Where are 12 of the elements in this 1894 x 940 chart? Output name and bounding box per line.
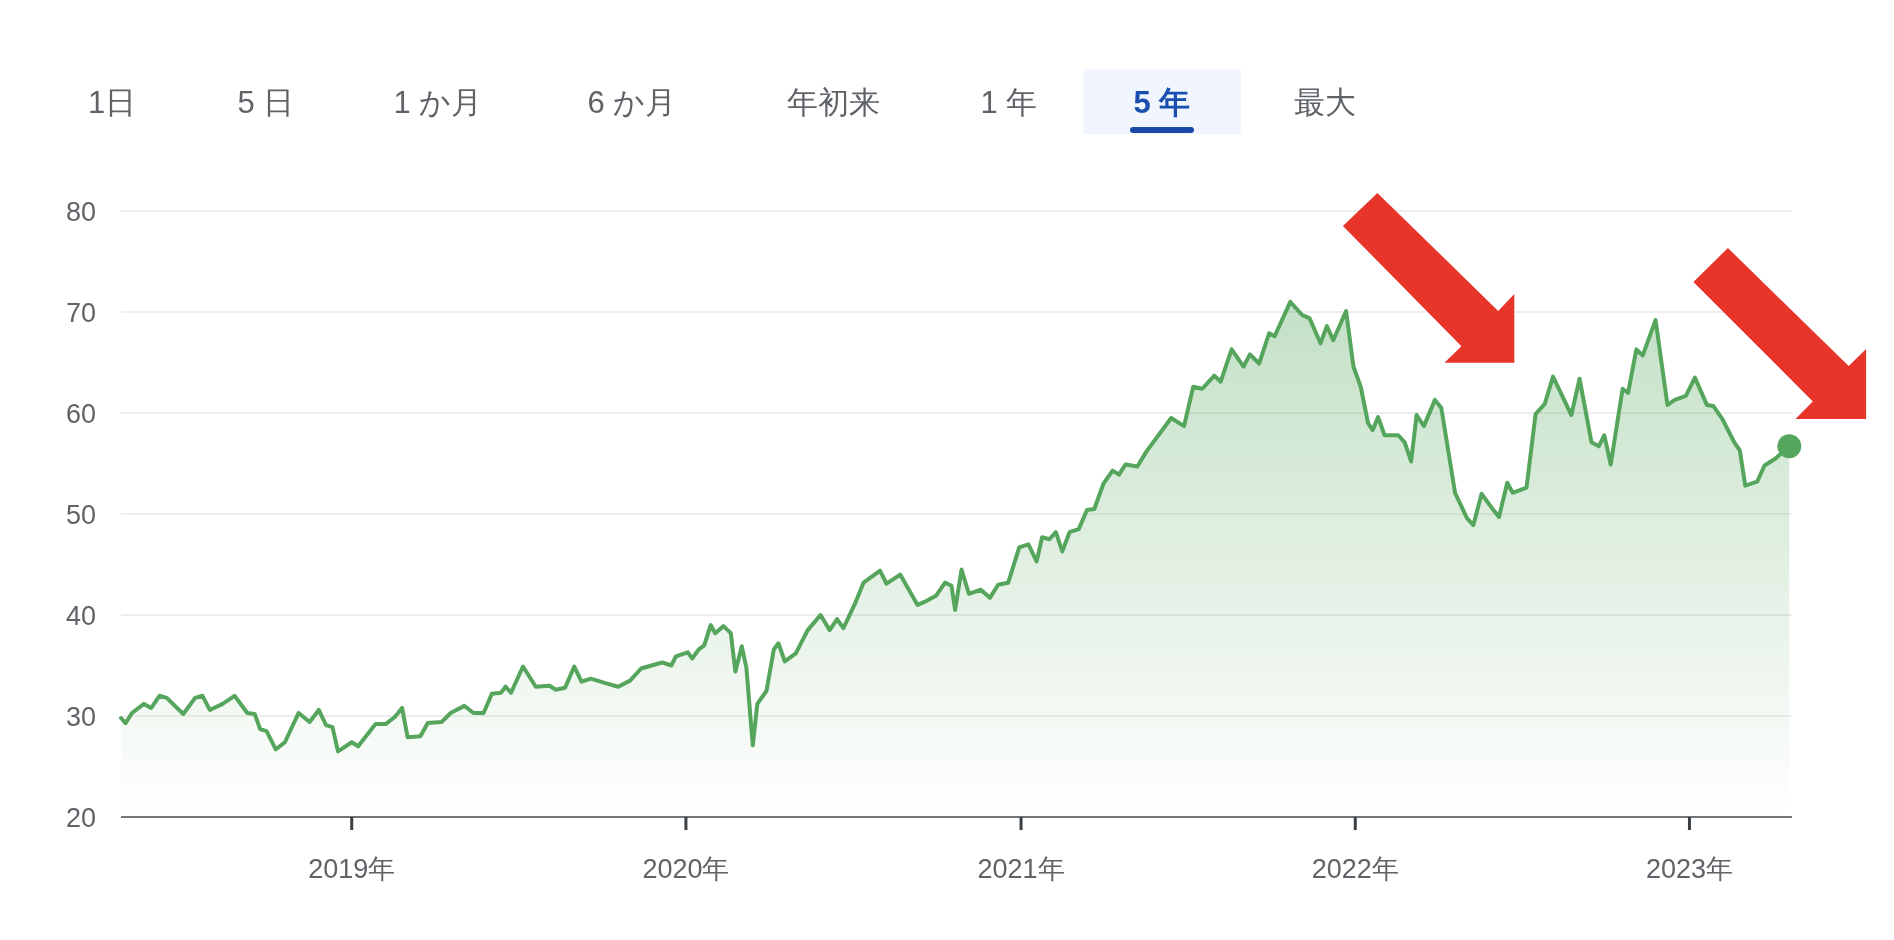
y-tick-label: 60 (65, 399, 96, 429)
y-tick-label: 50 (65, 500, 96, 530)
x-tick-label: 2022年 (1311, 854, 1399, 884)
x-tick-label: 2019年 (308, 854, 396, 884)
x-tick-label: 2021年 (977, 854, 1065, 884)
y-tick-label: 80 (65, 197, 96, 227)
y-tick-label: 20 (65, 803, 96, 833)
x-tick-label: 2020年 (642, 854, 730, 884)
x-tick-label: 2023年 (1645, 854, 1733, 884)
y-tick-label: 70 (65, 298, 96, 328)
y-tick-label: 30 (65, 702, 96, 732)
y-tick-label: 40 (65, 601, 96, 631)
